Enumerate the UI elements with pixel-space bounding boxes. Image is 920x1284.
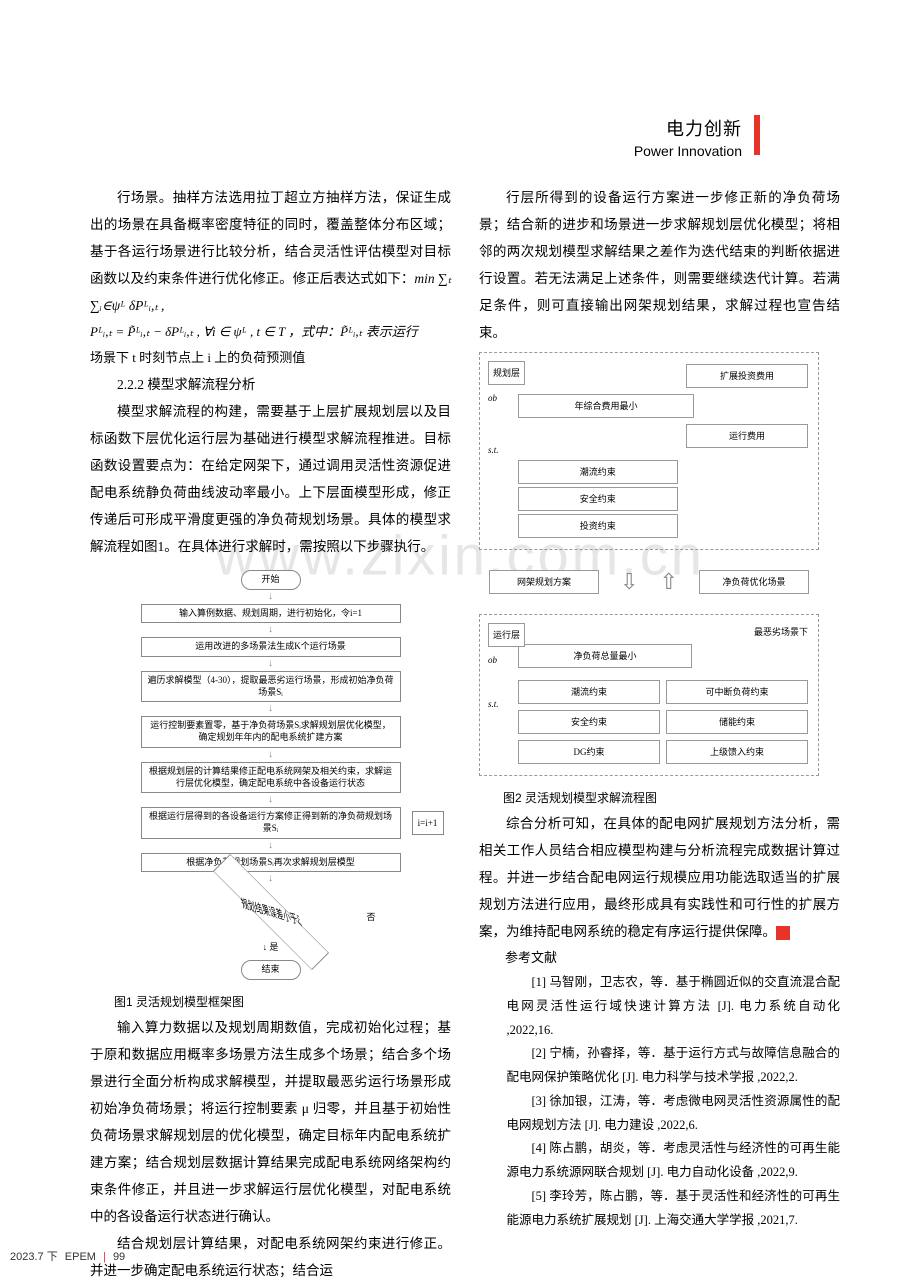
arrow-icon: ↓ [126,797,416,803]
arrow-icon: ↓ [126,594,416,600]
arrow-icon: ↓ [126,752,416,758]
fig2-layer1-title: 规划层 [488,361,525,385]
right-para2: 综合分析可知，在具体的配电网扩展规划方法分析，需相关工作人员结合相应模型构建与分… [479,810,840,945]
fig1-no: 否 [366,908,375,926]
end-mark-icon: ★ [776,926,790,940]
fig2-between: 网架规划方案 ⇩ ⇧ 净负荷优化场景 [479,560,819,604]
arrow-down-icon: ⇩ [620,560,638,604]
fig2-l1-c1: 潮流约束 [518,460,678,484]
right-para1: 行层所得到的设备运行方案进一步修正新的净负荷场景；结合新的进步和场景进一步求解规… [479,184,840,346]
arrow-up-icon: ⇧ [660,560,678,604]
fig2-st2-label: s.t. [488,695,499,713]
arrow-icon: ↓ [126,843,416,849]
ref-1: [1] 马智刚，卫志农，等．基于椭圆近似的交直流混合配电网灵活性运行域快速计算方… [479,971,840,1042]
fig2-l2-c2r: 储能约束 [666,710,808,734]
fig2-l2-c3r: 上级馈入约束 [666,740,808,764]
header-title-en: Power Innovation [634,143,742,159]
formula-line2: Pᴸᵢ,ₜ = P̃ᴸᵢ,ₜ − δPᴸᵢ,ₜ , ∀i ∈ ψᴸ , t ∈ … [90,319,451,345]
fig2-l1-c2: 安全约束 [518,487,678,511]
fig1-b4: 运行控制要素置零，基于净负荷场景Sᵢ求解规划层优化模型，确定规划年年内的配电系统… [141,716,401,747]
header-title-cn: 电力创新 [634,115,742,141]
footer-page: 99 [113,1251,125,1263]
fig1-end: 结束 [241,960,301,980]
fig2-l2-c1r: 可中断负荷约束 [666,680,808,704]
fig2-st-label: s.t. [488,441,499,459]
left-para2: 模型求解流程的构建，需要基于上层扩展规划层以及目标函数下层优化运行层为基础进行模… [90,398,451,560]
references-title: 参考文献 [479,945,840,971]
left-column: 行场景。抽样方法选用拉丁超立方抽样方法，保证生成出的场景在具备概率密度特征的同时… [90,184,451,1284]
fig1-b7: 根据净负荷规划场景Sᵢ再次求解规划层模型 [141,853,401,873]
fig1-start: 开始 [241,570,301,590]
ref-3: [3] 徐加银，江涛，等．考虑微电网灵活性资源属性的配电网规划方法 [J]. 电… [479,1090,840,1138]
fig2-layer2-title: 运行层 [488,623,525,647]
figure2-diagram: 规划层 ob s.t. 扩展投资费用 年综合费用最小 运行费用 潮流约束 安全约… [479,352,819,776]
fig2-l2-c1: 潮流约束 [518,680,660,704]
fig2-between-right: 净负荷优化场景 [699,570,809,594]
section-222: 2.2.2 模型求解流程分析 [90,371,451,398]
arrow-icon: ↓ [126,627,416,633]
fig2-between-left: 网架规划方案 [489,570,599,594]
fig2-l2-ob: 净负荷总量最小 [518,644,692,668]
ref-2: [2] 宁楠，孙睿择，等．基于运行方式与故障信息融合的配电网保护策略优化 [J]… [479,1042,840,1090]
fig1-yes: ↓ 是 [126,938,416,956]
formula-line3: 场景下 t 时刻节点上 i 上的负荷预测值 [90,345,451,371]
fig1-b1: 输入算例数据、规划周期，进行初始化，令i=1 [141,604,401,624]
fig2-l1-c3: 投资约束 [518,514,678,538]
arrow-icon: ↓ [126,876,416,882]
fig2-layer1: 规划层 ob s.t. 扩展投资费用 年综合费用最小 运行费用 潮流约束 安全约… [479,352,819,550]
fig2-ob2-label: ob [488,651,497,669]
footer-separator: | [103,1251,106,1263]
fig1-b3: 遍历求解模型（4-30），提取最恶劣运行场景，形成初始净负荷场景Sᵢ [141,671,401,702]
main-content: 行场景。抽样方法选用拉丁超立方抽样方法，保证生成出的场景在具备概率密度特征的同时… [90,184,840,1284]
fig1-b2: 运用改进的多场景法生成K个运行场景 [141,637,401,657]
left-para1: 行场景。抽样方法选用拉丁超立方抽样方法，保证生成出的场景在具备概率密度特征的同时… [90,184,451,319]
page-header: 电力创新 Power Innovation [10,115,760,159]
ref-5: [5] 李玲芳，陈占鹏，等．基于灵活性和经济性的可再生能源电力系统扩展规划 [J… [479,1185,840,1233]
fig1-b6: 根据运行层得到的各设备运行方案修正得到新的净负荷规划场景Sᵢ [141,807,401,838]
left-para3: 输入算力数据以及规划周期数值，完成初始化过程；基于原和数据应用概率多场景方法生成… [90,1014,451,1230]
ref-4: [4] 陈占鹏，胡炎，等．考虑灵活性与经济性的可再生能源电力系统源网联合规划 [… [479,1137,840,1185]
header-red-bar [754,115,760,155]
fig2-layer2: 运行层 最恶劣场景下 ob s.t. 净负荷总量最小 潮流约束 可中断负荷约束 … [479,614,819,776]
fig2-l2-c3: DG约束 [518,740,660,764]
fig1-caption: 图1 灵活规划模型框架图 [90,990,451,1014]
fig2-ob-label: ob [488,389,497,407]
fig2-l1-center: 年综合费用最小 [518,394,694,418]
fig1-loop: i=i+1 [412,811,444,835]
figure1-diagram: 开始 ↓ 输入算例数据、规划周期，进行初始化，令i=1 ↓ 运用改进的多场景法生… [126,570,416,980]
fig2-l2-c2: 安全约束 [518,710,660,734]
right-column: 行层所得到的设备运行方案进一步修正新的净负荷场景；结合新的进步和场景进一步求解规… [479,184,840,1284]
footer-journal: EPEM [65,1251,96,1263]
arrow-icon: ↓ [126,706,416,712]
fig2-l1-right-top: 扩展投资费用 [686,364,808,388]
fig2-l2-right-title: 最恶劣场景下 [518,623,808,641]
footer-date: 2023.7 下 [10,1251,58,1263]
fig1-b5: 根据规划层的计算结果修正配电系统网架及相关约束，求解运行层优化模型，确定配电系统… [141,762,401,793]
arrow-icon: ↓ [126,661,416,667]
fig2-caption: 图2 灵活规划模型求解流程图 [479,786,840,810]
fig2-l1-right-bot: 运行费用 [686,424,808,448]
